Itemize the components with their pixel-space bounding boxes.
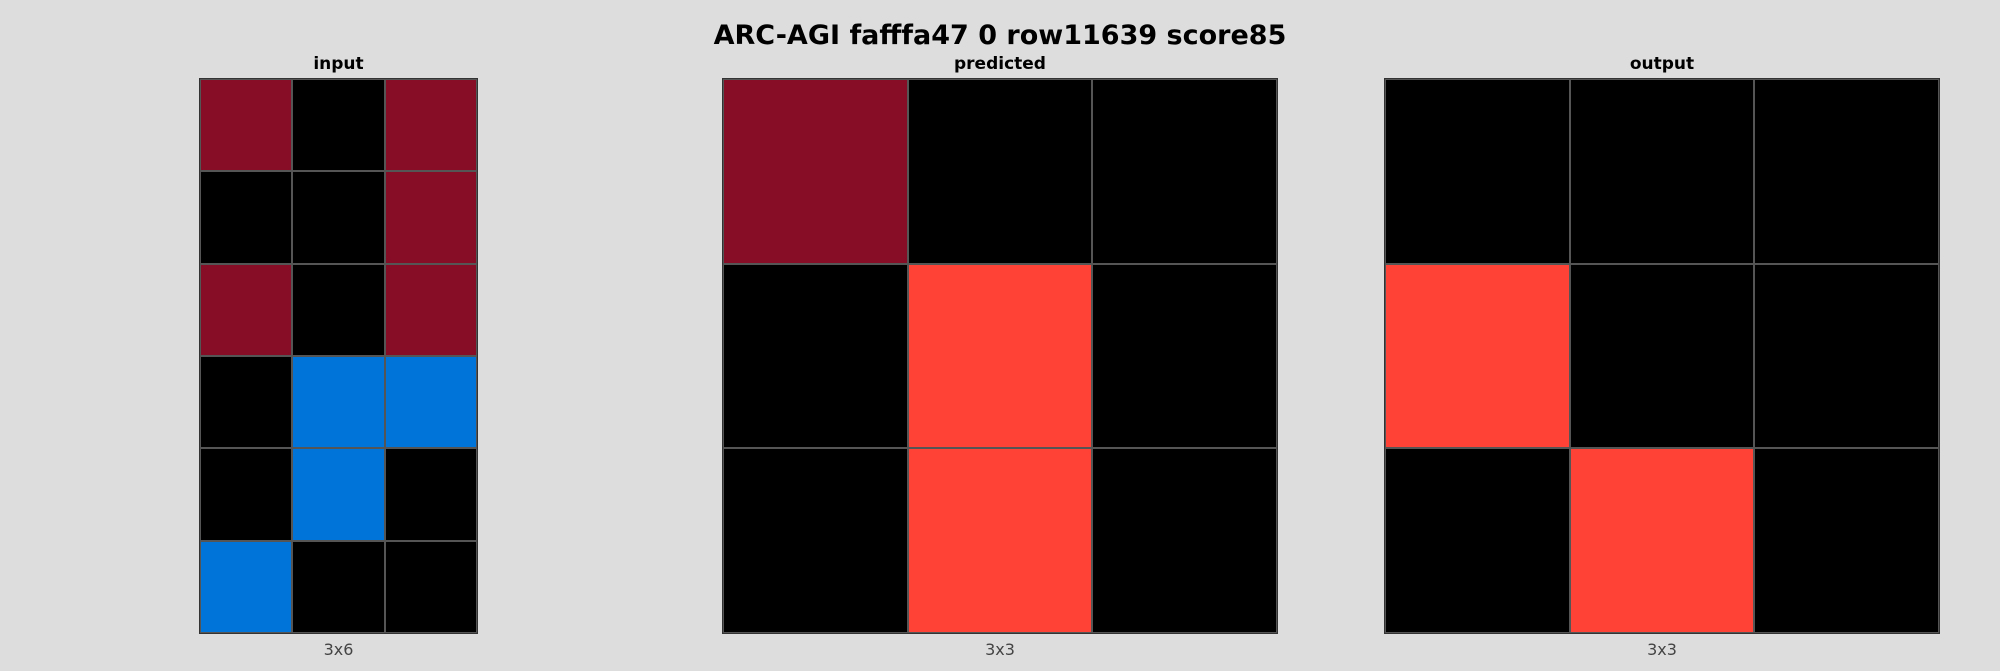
output-cell-r1-c1 bbox=[1569, 263, 1755, 449]
output-panel-title: output bbox=[1629, 54, 1695, 74]
input-cell-r5-c2 bbox=[384, 540, 477, 633]
predicted-panel: predicted 3x3 bbox=[722, 54, 1278, 659]
predicted-cell-r2-c0 bbox=[723, 448, 908, 633]
predicted-cell-r2-c2 bbox=[1092, 448, 1277, 633]
input-cell-r0-c2 bbox=[384, 79, 477, 172]
predicted-cell-r0-c2 bbox=[1092, 79, 1277, 264]
predicted-cell-r0-c0 bbox=[723, 79, 908, 264]
input-cell-r1-c1 bbox=[292, 171, 385, 264]
input-cell-r2-c0 bbox=[200, 263, 293, 356]
figure-title: ARC-AGI fafffa47 0 row11639 score85 bbox=[713, 20, 1287, 51]
output-cell-r2-c1 bbox=[1569, 448, 1755, 633]
input-cell-r1-c2 bbox=[384, 171, 477, 264]
predicted-dims-label: 3x3 bbox=[985, 640, 1015, 659]
input-cell-r1-c0 bbox=[200, 171, 293, 264]
input-cell-r4-c2 bbox=[384, 448, 477, 541]
input-cell-r4-c0 bbox=[200, 448, 293, 541]
output-cell-r2-c2 bbox=[1754, 448, 1939, 633]
input-dims-label: 3x6 bbox=[323, 640, 354, 659]
predicted-cell-r2-c1 bbox=[907, 448, 1093, 633]
input-cell-r5-c1 bbox=[292, 540, 385, 633]
predicted-cell-r0-c1 bbox=[907, 79, 1093, 264]
predicted-panel-title: predicted bbox=[954, 54, 1046, 74]
input-cell-r4-c1 bbox=[292, 448, 385, 541]
input-cell-r0-c0 bbox=[200, 79, 293, 172]
input-cell-r5-c0 bbox=[200, 540, 293, 633]
predicted-cell-r1-c1 bbox=[907, 263, 1093, 449]
predicted-grid bbox=[722, 78, 1278, 634]
output-cell-r1-c0 bbox=[1385, 263, 1570, 449]
output-cell-r2-c0 bbox=[1385, 448, 1570, 633]
input-panel-title: input bbox=[313, 54, 364, 74]
output-panel: output 3x3 bbox=[1384, 54, 1940, 659]
output-cell-r0-c1 bbox=[1569, 79, 1755, 264]
input-grid bbox=[199, 78, 478, 634]
input-cell-r0-c1 bbox=[292, 79, 385, 172]
input-cell-r2-c2 bbox=[384, 263, 477, 356]
output-grid bbox=[1384, 78, 1940, 634]
input-cell-r3-c1 bbox=[292, 356, 385, 449]
input-cell-r2-c1 bbox=[292, 263, 385, 356]
input-cell-r3-c2 bbox=[384, 356, 477, 449]
output-dims-label: 3x3 bbox=[1647, 640, 1677, 659]
input-cell-r3-c0 bbox=[200, 356, 293, 449]
output-cell-r1-c2 bbox=[1754, 263, 1939, 449]
predicted-cell-r1-c0 bbox=[723, 263, 908, 449]
output-cell-r0-c2 bbox=[1754, 79, 1939, 264]
output-cell-r0-c0 bbox=[1385, 79, 1570, 264]
input-panel: input 3x6 bbox=[199, 54, 478, 659]
predicted-cell-r1-c2 bbox=[1092, 263, 1277, 449]
